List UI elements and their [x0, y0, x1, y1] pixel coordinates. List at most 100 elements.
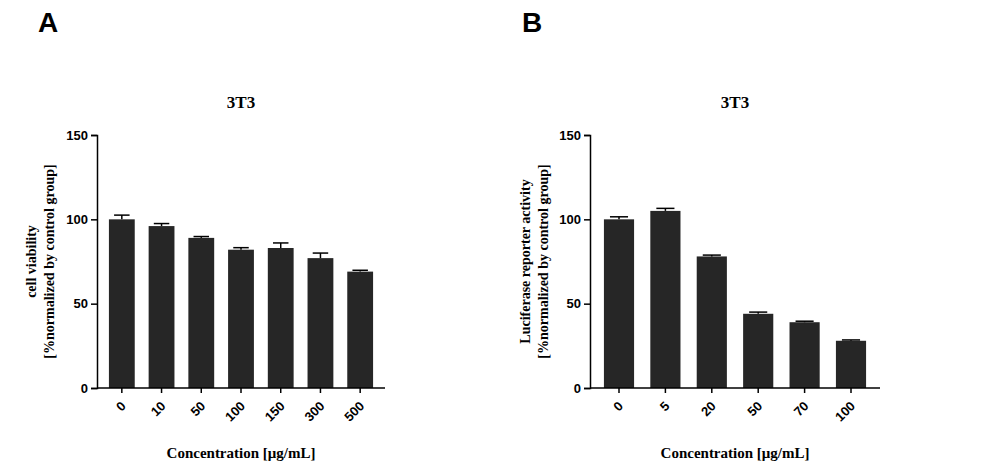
y-tick-label: 100 [66, 212, 88, 227]
y-tick-mark [584, 303, 590, 305]
y-tick-mark [584, 135, 590, 137]
error-bar [610, 217, 628, 220]
bar [188, 238, 214, 388]
y-axis-title: [%normalized by control group] [536, 164, 551, 358]
bar [109, 219, 135, 388]
y-axis-title: [%normalized by control group] [42, 164, 57, 358]
y-tick: 0 [574, 381, 590, 396]
x-tick-label: 5 [657, 398, 673, 414]
x-tick-label: 100 [222, 398, 248, 424]
bar [308, 258, 334, 388]
title: 3T3 [227, 93, 255, 112]
y-tick: 50 [74, 296, 97, 311]
bar [149, 226, 175, 388]
x-tick: 100 [832, 388, 858, 424]
x-tick-mark [757, 388, 759, 393]
x-tick-label: 50 [187, 398, 208, 419]
error-bar [796, 321, 814, 322]
x-tick-mark [201, 388, 203, 393]
y-tick-mark [584, 388, 590, 390]
bar [697, 256, 727, 388]
title: 3T3 [721, 93, 749, 112]
error-bar [313, 253, 328, 258]
y-tick: 100 [559, 212, 590, 227]
y-tick-mark [584, 219, 590, 221]
x-tick: 20 [698, 388, 719, 419]
x-tick: 500 [341, 388, 367, 424]
x-tick-label: 20 [698, 398, 719, 419]
x-tick: 5 [657, 388, 673, 414]
y-axis-title: cell viability [24, 225, 39, 298]
panel: 0 50 100 150 0 10 50 100 150 300 500 A 3T3 Concentrat… [24, 7, 385, 461]
x-tick: 50 [744, 388, 765, 419]
error-cap [352, 270, 367, 272]
y-tick-label: 50 [74, 296, 88, 311]
error-bar [273, 243, 288, 248]
error-cap [610, 216, 628, 218]
x-tick-label: 10 [148, 398, 169, 419]
y-tick: 50 [567, 296, 590, 311]
y-tick-label: 0 [574, 381, 581, 396]
error-stem [320, 253, 322, 258]
x-tick-mark [240, 388, 242, 393]
bar [347, 272, 373, 388]
error-bar [703, 255, 721, 256]
panel: 05010015005205070100B3T3Concentration [μ… [518, 7, 880, 461]
y-tick-label: 50 [567, 296, 581, 311]
bar [743, 314, 773, 388]
x-tick: 70 [791, 388, 812, 419]
x-axis-line [590, 387, 880, 389]
x-tick: 0 [610, 388, 626, 414]
y-tick-label: 150 [66, 128, 88, 143]
y-axis-line [584, 136, 591, 389]
error-cap [703, 254, 721, 256]
x-axis-title: Concentration [μg/mL] [167, 445, 316, 461]
y-tick-mark [91, 388, 97, 390]
error-stem [280, 243, 282, 248]
bar [228, 250, 254, 388]
error-bar [114, 215, 129, 219]
error-bar [154, 224, 169, 227]
x-tick-label: 70 [791, 398, 812, 419]
x-tick-label: 150 [262, 398, 288, 424]
bar [836, 341, 866, 388]
panel-letter: A [38, 7, 58, 38]
error-cap [796, 320, 814, 322]
y-tick-mark [91, 135, 97, 137]
x-tick: 50 [187, 388, 208, 419]
y-axis: 0 50 100 150 [66, 128, 97, 396]
error-bar [749, 312, 767, 314]
x-tick: 150 [262, 388, 288, 424]
y-tick-label: 100 [559, 212, 581, 227]
plot-area [109, 215, 373, 388]
x-tick-label: 50 [744, 398, 765, 419]
error-cap [154, 223, 169, 225]
error-cap [194, 236, 209, 238]
y-tick: 100 [66, 212, 97, 227]
x-tick-mark [320, 388, 322, 393]
x-tick: 0 [113, 388, 129, 414]
y-tick: 150 [559, 128, 590, 143]
y-tick-label: 0 [81, 381, 88, 396]
x-tick-mark [665, 388, 667, 393]
x-tick-mark [804, 388, 806, 393]
y-tick-mark [91, 219, 97, 221]
x-tick-label: 0 [610, 398, 626, 414]
x-tick: 10 [148, 388, 169, 419]
bar [790, 322, 820, 388]
x-tick-mark [618, 388, 620, 393]
x-tick: 300 [301, 388, 327, 424]
plot-area [604, 208, 866, 388]
x-tick-mark [280, 388, 282, 393]
x-axis: 0 10 50 100 150 300 500 [97, 388, 385, 424]
bar [268, 248, 294, 388]
error-cap [233, 247, 248, 249]
error-bar [194, 237, 209, 238]
x-tick-label: 300 [301, 398, 327, 424]
x-tick-label: 0 [113, 398, 129, 414]
error-bar [842, 339, 860, 341]
y-axis: 0 50 100 150 [559, 128, 590, 396]
error-cap [842, 339, 860, 341]
x-tick-mark [711, 388, 713, 393]
x-tick-mark [161, 388, 163, 393]
